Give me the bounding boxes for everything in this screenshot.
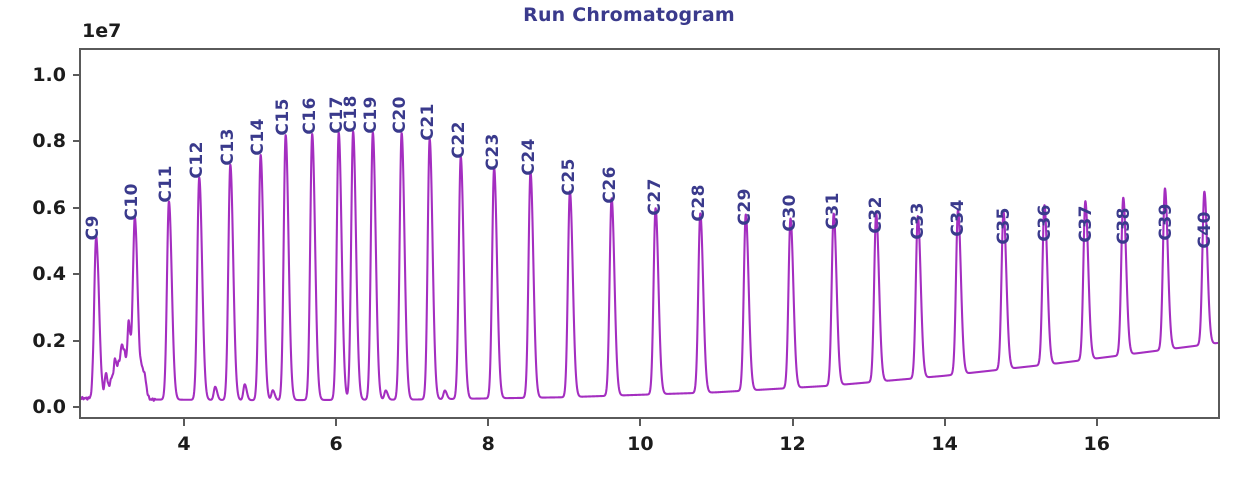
chromatogram-trace — [81, 130, 1218, 402]
peak-label-c12: C12 — [186, 141, 207, 179]
peak-label-c24: C24 — [519, 137, 540, 176]
y-tick-mark — [73, 73, 79, 76]
x-tick-mark — [791, 419, 794, 426]
page-title: Run Chromatogram — [523, 4, 735, 26]
peak-label-c29: C29 — [735, 187, 756, 226]
x-tick-label: 8 — [481, 433, 495, 455]
x-tick-mark — [1095, 419, 1098, 426]
peak-label-c28: C28 — [689, 184, 710, 223]
x-tick-mark — [335, 419, 338, 426]
y-tick-mark — [73, 273, 79, 276]
x-tick-mark — [639, 419, 642, 426]
peak-label-c38: C38 — [1113, 206, 1134, 245]
peak-label-c27: C27 — [644, 177, 665, 216]
x-tick-label: 12 — [779, 433, 806, 455]
y-axis-offset-label: 1e7 — [82, 20, 122, 42]
peak-label-c19: C19 — [360, 95, 381, 134]
peak-label-c21: C21 — [417, 102, 438, 141]
plot-area — [79, 48, 1220, 419]
peak-label-c9: C9 — [83, 215, 104, 241]
peak-label-c11: C11 — [156, 165, 177, 204]
x-tick-mark — [182, 419, 185, 426]
peak-label-c35: C35 — [993, 206, 1014, 245]
y-tick-mark — [73, 206, 79, 209]
y-tick-label: 0.4 — [32, 263, 66, 286]
x-tick-mark — [943, 419, 946, 426]
peak-label-c22: C22 — [449, 121, 470, 159]
y-tick-label: 0.8 — [32, 130, 66, 153]
peak-label-c16: C16 — [300, 96, 320, 135]
peak-label-c32: C32 — [865, 196, 886, 234]
peak-label-c26: C26 — [600, 166, 621, 204]
peak-label-c40: C40 — [1195, 211, 1216, 249]
y-tick-label: 0.0 — [32, 396, 66, 419]
peak-label-c20: C20 — [389, 96, 410, 134]
y-tick-mark — [73, 406, 79, 409]
y-tick-mark — [73, 140, 79, 143]
peak-label-c39: C39 — [1155, 202, 1176, 241]
peak-label-c37: C37 — [1075, 205, 1096, 243]
peak-label-c10: C10 — [122, 182, 142, 221]
x-tick-label: 6 — [329, 433, 343, 455]
x-tick-label: 4 — [177, 433, 191, 455]
x-tick-mark — [487, 419, 490, 426]
x-tick-label: 10 — [627, 433, 654, 455]
peak-label-c18: C18 — [341, 94, 362, 133]
peak-label-c25: C25 — [558, 157, 579, 196]
y-tick-label: 1.0 — [32, 63, 66, 86]
peak-label-c33: C33 — [907, 202, 928, 240]
peak-label-c36: C36 — [1034, 204, 1055, 242]
y-tick-label: 0.2 — [32, 329, 66, 352]
y-tick-label: 0.6 — [32, 196, 66, 219]
peak-label-c30: C30 — [779, 194, 800, 232]
peak-label-c13: C13 — [217, 127, 238, 166]
peak-label-c14: C14 — [248, 117, 269, 156]
peak-label-c31: C31 — [823, 192, 844, 230]
y-tick-mark — [73, 339, 79, 342]
trace-line — [81, 130, 1218, 402]
x-tick-label: 14 — [931, 433, 958, 455]
peak-label-c15: C15 — [273, 97, 294, 136]
peak-label-c34: C34 — [948, 199, 969, 237]
peak-label-c23: C23 — [482, 132, 503, 171]
x-tick-label: 16 — [1083, 433, 1110, 455]
